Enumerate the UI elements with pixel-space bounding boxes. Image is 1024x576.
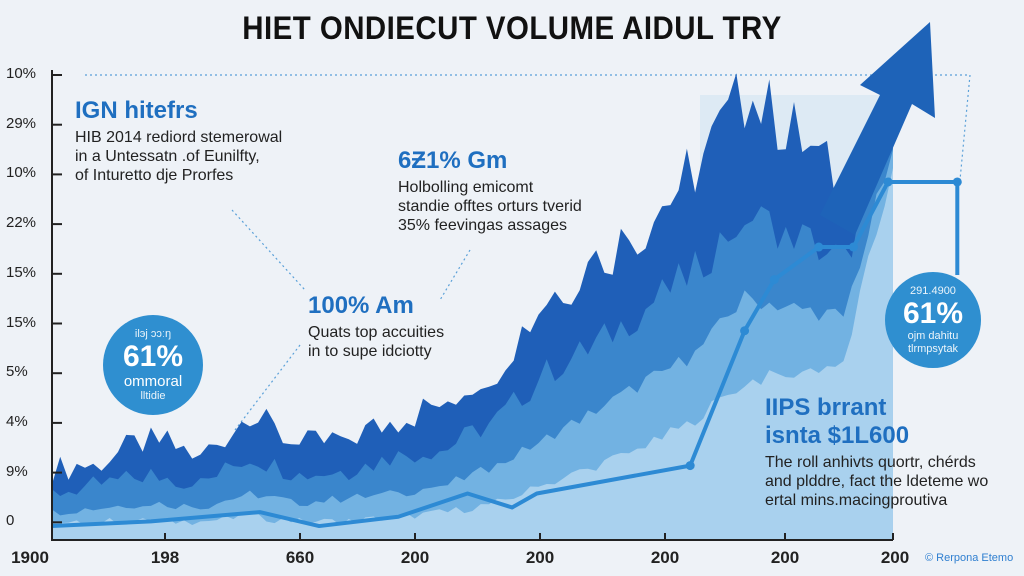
- annotation-1: IGN hitefrs HIB 2014 rediord stemerowal …: [75, 97, 282, 185]
- circle-label: ommoral: [123, 372, 183, 390]
- annotation-2-heading: 6Ƶ1% Gm: [398, 147, 508, 174]
- x-tick-label: 660: [285, 548, 315, 567]
- x-tick-label: 200: [880, 548, 910, 567]
- line-marker: [769, 275, 779, 285]
- credit-text: © Rerpona Etemo: [925, 552, 1014, 564]
- y-tick-label: 10%: [6, 164, 37, 182]
- annotation-4: IIPS brrant isnta $1L600 The roll anhivt…: [765, 394, 988, 510]
- line-marker: [848, 242, 858, 252]
- trend-line: [51, 179, 960, 529]
- annotation-1-line: HIB 2014 rediord stemerowal: [75, 129, 283, 146]
- annotation-2-line: Holbolling emicomt: [398, 179, 534, 196]
- circle-label: tlrmpsytak: [907, 342, 959, 355]
- stat-circle-right: 291.4900 61% ojm dahitu tlrmpsytak: [885, 272, 981, 368]
- circle-label: lltidie: [140, 389, 166, 402]
- annotation-3-heading: 100% Am: [308, 292, 414, 319]
- annotation-4-line: The roll anhivts quortr, chérds: [765, 454, 976, 471]
- circle-top-text: ilэj ɔɔːŋ: [134, 327, 172, 340]
- annotation-3-line: Quats top accuities: [308, 324, 445, 341]
- line-marker: [685, 461, 695, 471]
- line-marker: [883, 177, 893, 187]
- circle-value: 61%: [902, 296, 964, 330]
- y-tick-label: 10%: [6, 65, 37, 82]
- annotation-1-line: of Inturetto dje Prorfes: [75, 167, 234, 184]
- y-tick-label: 15%: [6, 313, 37, 331]
- x-tick-label: 200: [525, 548, 555, 567]
- y-tick-label: 9%: [6, 462, 28, 480]
- annotation-1-heading: IGN hitefrs: [75, 97, 198, 124]
- circle-label: ojm dahitu: [907, 329, 959, 342]
- leader-line: [439, 249, 471, 301]
- annotation-1-line: in a Untessatn .of Eunilfty,: [75, 148, 260, 165]
- leader-line: [231, 209, 306, 291]
- guide-line: [959, 74, 971, 181]
- y-tick-label: 22%: [6, 214, 37, 232]
- trend-arrow-icon: [820, 22, 935, 235]
- x-tick-label: 200: [650, 548, 680, 567]
- line-marker: [740, 326, 750, 336]
- x-tick-label: 198: [150, 548, 180, 567]
- circle-value: 61%: [122, 339, 184, 373]
- y-tick-label: 29%: [6, 114, 37, 132]
- annotation-4-line: and plddre, fact the ldeteme wo: [765, 473, 989, 490]
- annotation-2-line: 35% feevingas assages: [398, 217, 567, 234]
- annotation-3: 100% Am Quats top accuities in to supe i…: [308, 292, 444, 361]
- line-marker: [952, 177, 962, 187]
- line-marker: [814, 242, 824, 252]
- annotation-2: 6Ƶ1% Gm Holbolling emicomt standie offte…: [398, 147, 582, 235]
- annotation-3-line: in to supe idciotty: [308, 343, 432, 360]
- x-tick-label: 1900: [11, 548, 49, 567]
- annotation-2-line: standie offtes orturs tverid: [398, 198, 582, 215]
- y-tick-label: 15%: [6, 263, 37, 281]
- y-tick-label: 4%: [6, 412, 28, 430]
- annotation-4-heading: IIPS brrant isnta $1L600: [765, 394, 910, 449]
- x-tick-label: 200: [400, 548, 430, 567]
- stat-circle-left: ilэj ɔɔːŋ 61% ommoral lltidie: [103, 315, 203, 415]
- chart-title: HIET ONDIECUT VOLUME AIDUL TRY: [242, 10, 782, 46]
- y-tick-label: 5%: [6, 363, 28, 381]
- annotation-4-line: ertal mins.macingproutiva: [765, 492, 948, 509]
- circle-top-text: 291.4900: [910, 284, 956, 297]
- y-tick-label: 0: [6, 512, 15, 530]
- x-tick-label: 200: [770, 548, 800, 567]
- area-series-4: [52, 168, 893, 540]
